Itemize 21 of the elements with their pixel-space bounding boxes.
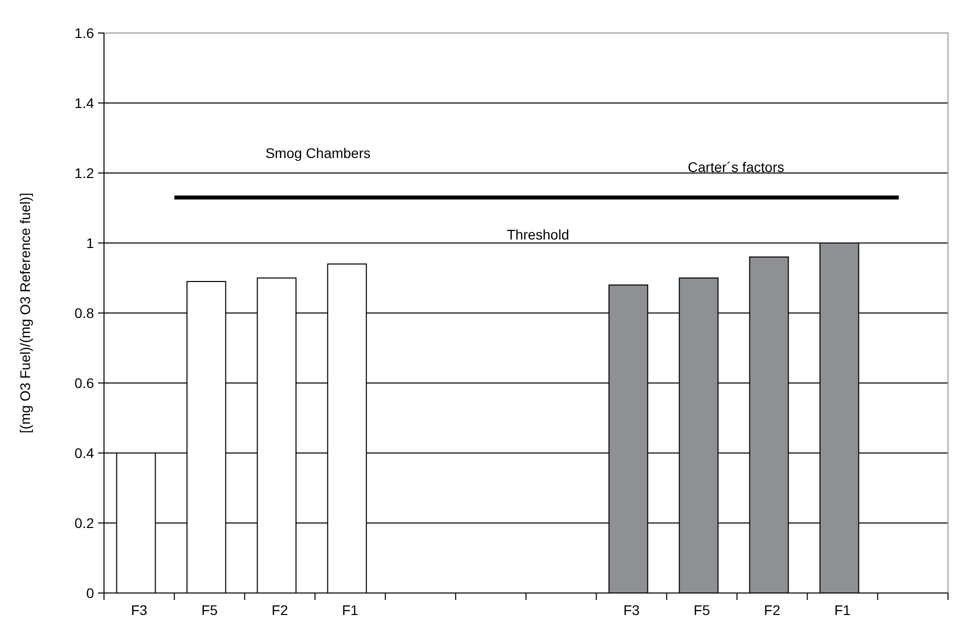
annotation: Carter´s factors: [688, 159, 784, 175]
x-tick-label: F2: [764, 602, 781, 618]
ref-line-label: Threshold: [506, 226, 570, 242]
x-tick-label: F3: [623, 602, 640, 618]
x-tick-label: F5: [201, 602, 218, 618]
x-tick-label: F1: [834, 602, 851, 618]
y-tick-label: 0.2: [74, 515, 94, 531]
y-tick-label: 1.4: [74, 95, 94, 111]
x-tick-label: F1: [342, 602, 359, 618]
y-tick-label: 0.4: [74, 445, 94, 461]
x-tick-label: F3: [130, 602, 148, 618]
y-tick-label: 0: [86, 585, 94, 601]
y-tick-label: 0.8: [74, 305, 94, 321]
y-axis-title: [(mg O3 Fuel)/(mg O3 Reference fuel)]: [17, 192, 33, 434]
y-tick-label: 0.6: [74, 375, 94, 391]
y-tick-label: 1.6: [74, 25, 94, 41]
y-tick-label: 1.2: [74, 165, 94, 181]
y-tick-label: 1: [86, 235, 94, 251]
x-tick-label: F2: [272, 602, 288, 618]
annotation: Smog Chambers: [265, 145, 371, 161]
x-tick-label: F5: [694, 602, 710, 618]
